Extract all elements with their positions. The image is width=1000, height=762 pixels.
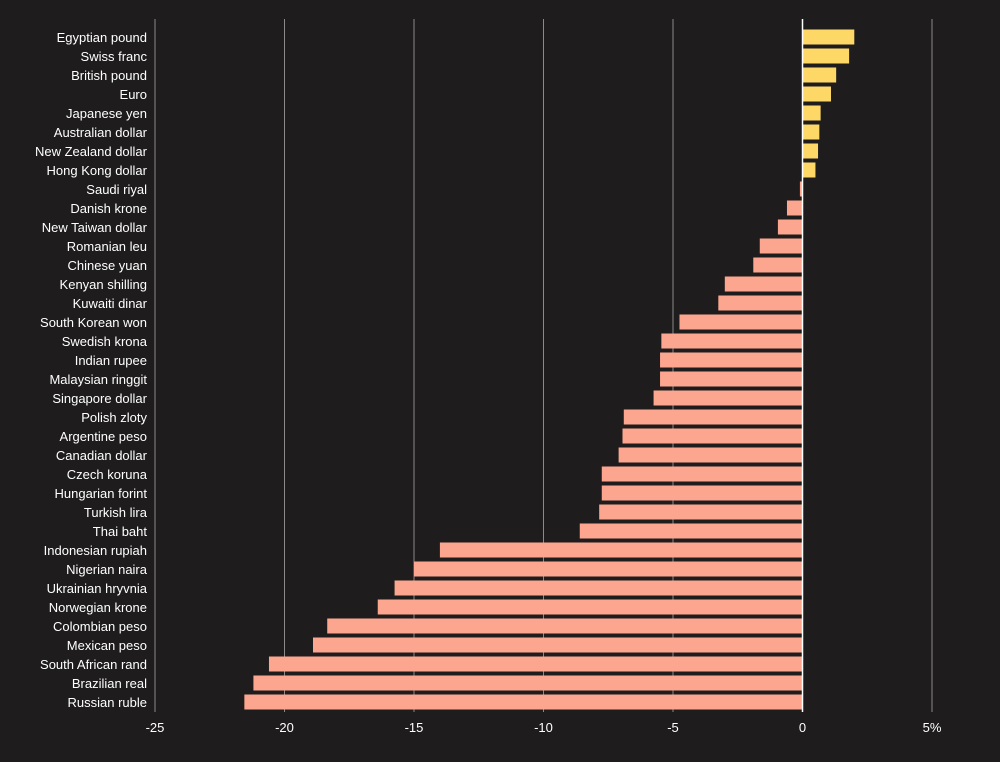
- category-label: Swedish krona: [62, 334, 148, 349]
- x-tick-label: -10: [534, 720, 553, 735]
- bar: [618, 447, 803, 463]
- category-label: Indian rupee: [75, 353, 147, 368]
- category-label: Colombian peso: [53, 619, 147, 634]
- category-label: Czech koruna: [67, 467, 148, 482]
- bar: [601, 466, 803, 482]
- bar: [660, 352, 803, 368]
- bar: [394, 580, 803, 596]
- bar: [802, 162, 816, 178]
- category-label: Argentine peso: [60, 429, 147, 444]
- category-label: Danish krone: [70, 201, 147, 216]
- bar: [802, 48, 850, 64]
- category-label: Japanese yen: [66, 106, 147, 121]
- category-label: Brazilian real: [72, 676, 147, 691]
- category-label: Singapore dollar: [52, 391, 147, 406]
- x-tick-label: -15: [405, 720, 424, 735]
- bar: [599, 504, 803, 520]
- category-label: Mexican peso: [67, 638, 147, 653]
- bar: [799, 181, 803, 197]
- bar: [414, 561, 803, 577]
- bar: [439, 542, 803, 558]
- category-label: New Zealand dollar: [35, 144, 148, 159]
- x-tick-label: 5%: [923, 720, 942, 735]
- category-label: Swiss franc: [81, 49, 148, 64]
- x-tick-label: -5: [667, 720, 679, 735]
- category-label: Saudi riyal: [86, 182, 147, 197]
- bar: [802, 124, 820, 140]
- category-label: Indonesian rupiah: [44, 543, 147, 558]
- category-label: Canadian dollar: [56, 448, 148, 463]
- bar: [786, 200, 803, 216]
- x-tick-label: -20: [275, 720, 294, 735]
- category-label: Turkish lira: [84, 505, 148, 520]
- bar: [679, 314, 803, 330]
- bar: [718, 295, 803, 311]
- category-label: Ukrainian hryvnia: [47, 581, 148, 596]
- bar: [579, 523, 803, 539]
- bar: [661, 333, 803, 349]
- bar: [253, 675, 803, 691]
- category-label: Thai baht: [93, 524, 148, 539]
- bar: [802, 105, 821, 121]
- bar: [327, 618, 803, 634]
- bar: [244, 694, 803, 710]
- category-label: British pound: [71, 68, 147, 83]
- category-label: Hong Kong dollar: [47, 163, 148, 178]
- category-label: New Taiwan dollar: [42, 220, 148, 235]
- bar: [623, 409, 803, 425]
- category-label: Kenyan shilling: [60, 277, 147, 292]
- x-tick-label: -25: [146, 720, 165, 735]
- x-tick-label: 0: [799, 720, 806, 735]
- bar: [753, 257, 803, 273]
- bar: [802, 86, 831, 102]
- category-label: Nigerian naira: [66, 562, 148, 577]
- bar: [653, 390, 803, 406]
- category-label: Polish zloty: [81, 410, 147, 425]
- bar: [759, 238, 803, 254]
- category-label: Romanian leu: [67, 239, 147, 254]
- category-label: South African rand: [40, 657, 147, 672]
- bar: [312, 637, 803, 653]
- bar: [622, 428, 803, 444]
- category-label: Chinese yuan: [68, 258, 148, 273]
- bar: [377, 599, 803, 615]
- bar: [777, 219, 803, 235]
- bar: [601, 485, 803, 501]
- bar: [660, 371, 803, 387]
- category-label: Australian dollar: [54, 125, 148, 140]
- x-tick-labels: -25 -20 -15 -10 -5 0 5%: [146, 720, 942, 735]
- category-label: Kuwaiti dinar: [73, 296, 148, 311]
- bar: [802, 67, 837, 83]
- category-label: Malaysian ringgit: [49, 372, 147, 387]
- category-label: Russian ruble: [68, 695, 148, 710]
- category-labels: Egyptian pound Swiss franc British pound Eu…: [35, 30, 148, 710]
- bar: [802, 143, 819, 159]
- category-label: South Korean won: [40, 315, 147, 330]
- bar: [802, 29, 855, 45]
- category-label: Norwegian krone: [49, 600, 147, 615]
- category-label: Hungarian forint: [55, 486, 148, 501]
- bars: [244, 29, 855, 710]
- bar: [268, 656, 803, 672]
- bar: [724, 276, 803, 292]
- category-label: Egyptian pound: [57, 30, 147, 45]
- category-label: Euro: [120, 87, 147, 102]
